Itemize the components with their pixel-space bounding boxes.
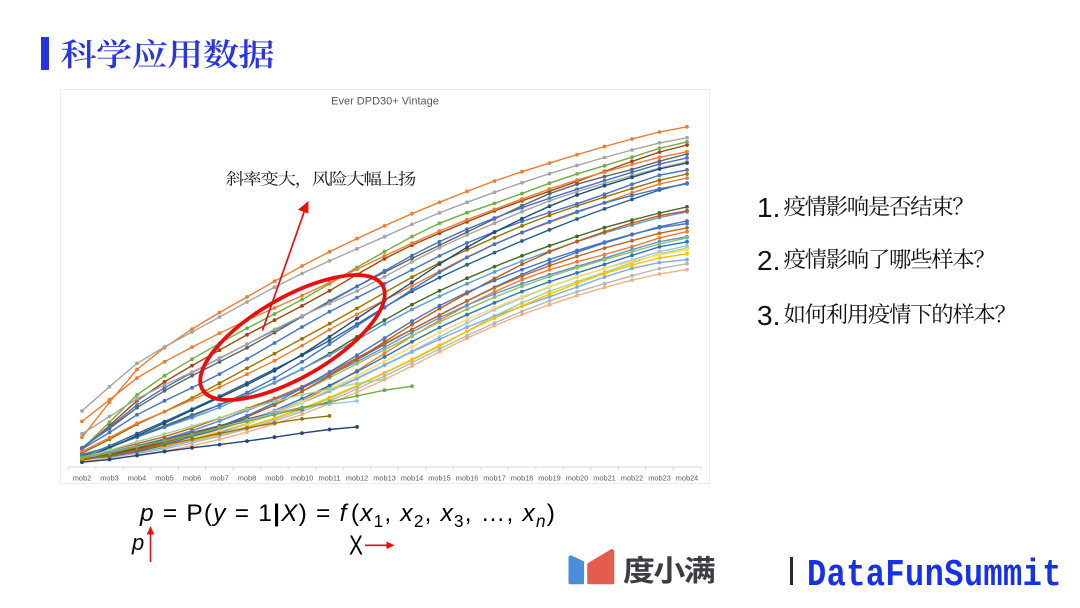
svg-text:mob2: mob2 <box>73 474 92 483</box>
svg-text:mob11: mob11 <box>318 474 340 483</box>
svg-text:mob22: mob22 <box>621 474 644 483</box>
svg-text:mob13: mob13 <box>373 474 396 483</box>
svg-text:mob14: mob14 <box>401 474 424 483</box>
svg-text:mob4: mob4 <box>128 474 147 483</box>
svg-text:mob17: mob17 <box>483 474 506 483</box>
svg-text:mob12: mob12 <box>346 474 369 483</box>
svg-text:mob10: mob10 <box>291 474 314 483</box>
svg-text:mob9: mob9 <box>265 474 284 483</box>
svg-text:mob16: mob16 <box>456 474 479 483</box>
svg-text:mob23: mob23 <box>648 474 671 483</box>
svg-text:mob24: mob24 <box>676 474 699 483</box>
svg-text:mob6: mob6 <box>183 474 202 483</box>
svg-text:mob21: mob21 <box>593 474 616 483</box>
svg-text:mob18: mob18 <box>511 474 534 483</box>
svg-text:mob19: mob19 <box>538 474 561 483</box>
svg-text:mob5: mob5 <box>155 474 174 483</box>
svg-text:mob7: mob7 <box>210 474 229 483</box>
svg-text:mob3: mob3 <box>100 474 119 483</box>
svg-text:mob15: mob15 <box>428 474 451 483</box>
svg-text:mob8: mob8 <box>238 474 257 483</box>
svg-text:Ever DPD30+ Vintage: Ever DPD30+ Vintage <box>331 96 439 108</box>
svg-text:mob20: mob20 <box>566 474 589 483</box>
